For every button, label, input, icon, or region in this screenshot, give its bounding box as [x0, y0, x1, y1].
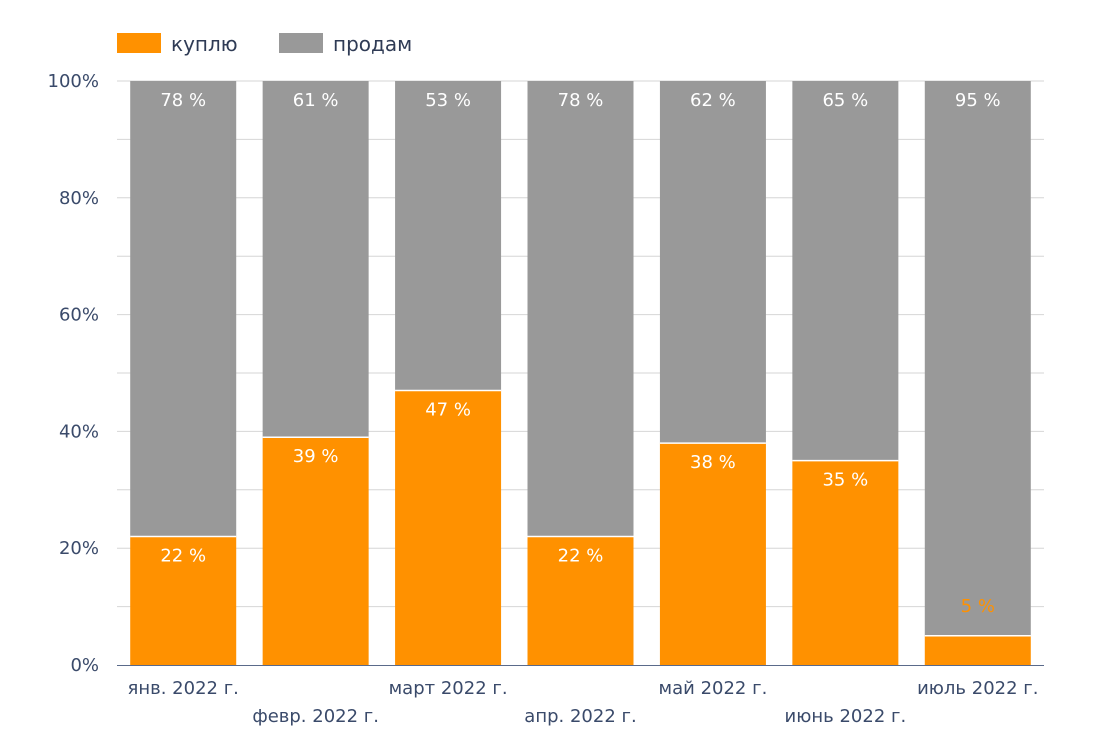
- bar-kuplyu: [924, 635, 1031, 665]
- data-label-kuplyu: 39 %: [293, 446, 339, 467]
- data-label-kuplyu: 35 %: [822, 470, 868, 491]
- x-tick-label: янв. 2022 г.: [128, 678, 239, 699]
- bar-kuplyu: [130, 536, 237, 665]
- bar-prodam: [527, 81, 634, 537]
- data-label-kuplyu: 38 %: [690, 452, 736, 473]
- y-tick-label: 60%: [59, 305, 99, 326]
- x-tick-label: май 2022 г.: [659, 678, 768, 699]
- data-label-prodam: 61 %: [293, 90, 339, 111]
- data-label-prodam: 78 %: [160, 90, 206, 111]
- data-label-prodam: 53 %: [425, 90, 471, 111]
- x-tick-label: апр. 2022 г.: [524, 706, 636, 727]
- bar-prodam: [395, 81, 502, 391]
- y-tick-label: 20%: [59, 538, 99, 559]
- bar-kuplyu: [262, 437, 369, 665]
- y-axis: 0% 20% 40% 60% 80% 100%: [48, 71, 99, 676]
- bars: 78 % 22 % 61 % 39 % 53 % 47 % 78 % 22 % 62 % 38 %…: [130, 81, 1031, 665]
- data-label-prodam: 78 %: [558, 90, 604, 111]
- legend-swatch-kuplyu: [117, 33, 161, 53]
- bar-kuplyu: [395, 390, 502, 665]
- data-label-prodam: 65 %: [822, 90, 868, 111]
- bar-prodam: [792, 81, 899, 461]
- bar-prodam: [924, 81, 1031, 636]
- legend-label-prodam: продам: [333, 32, 412, 56]
- legend-label-kuplyu: куплю: [171, 32, 238, 56]
- bar-prodam: [659, 81, 766, 444]
- data-label-prodam: 95 %: [955, 90, 1001, 111]
- y-tick-label: 100%: [48, 71, 99, 92]
- y-tick-label: 80%: [59, 188, 99, 209]
- data-label-kuplyu: 22 %: [160, 546, 206, 567]
- bar-kuplyu: [527, 536, 634, 665]
- legend-swatch-prodam: [279, 33, 323, 53]
- bar-prodam: [262, 81, 369, 438]
- data-label-kuplyu: 47 %: [425, 400, 471, 421]
- data-label-kuplyu: 5 %: [961, 596, 995, 617]
- y-tick-label: 0%: [70, 655, 99, 676]
- bar-kuplyu: [659, 443, 766, 665]
- bar-kuplyu: [792, 460, 899, 665]
- y-tick-label: 40%: [59, 421, 99, 442]
- x-axis: янв. 2022 г. февр. 2022 г. март 2022 г. апр…: [117, 665, 1044, 727]
- x-tick-label: март 2022 г.: [389, 678, 508, 699]
- x-tick-label: февр. 2022 г.: [252, 706, 379, 727]
- data-label-prodam: 62 %: [690, 90, 736, 111]
- data-label-kuplyu: 22 %: [558, 546, 604, 567]
- x-tick-label: июнь 2022 г.: [785, 706, 907, 727]
- x-tick-label: июль 2022 г.: [917, 678, 1038, 699]
- legend: куплю продам: [117, 32, 412, 56]
- bar-prodam: [130, 81, 237, 537]
